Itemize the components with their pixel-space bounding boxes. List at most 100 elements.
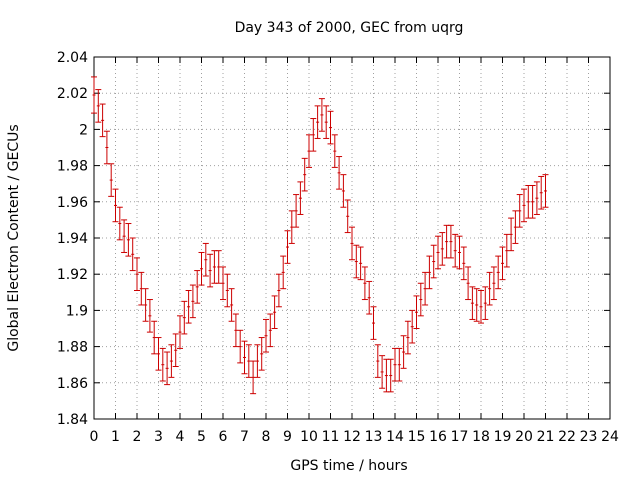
error-bar-point: [164, 351, 171, 386]
y-tick-label: 2.04: [57, 50, 88, 66]
y-tick-label: 1.88: [57, 340, 88, 356]
error-bar-point: [323, 105, 330, 139]
error-bar-point: [396, 347, 403, 382]
error-bar-point: [409, 309, 416, 344]
error-bar-point: [99, 103, 106, 138]
error-bar-point: [478, 289, 484, 324]
y-tick-label: 1.94: [57, 231, 88, 247]
error-bar-point: [142, 288, 149, 322]
error-bar-point: [469, 286, 476, 320]
error-bar-point: [417, 282, 424, 317]
x-tick-label: 20: [515, 429, 533, 445]
x-tick-label: 1: [111, 429, 120, 445]
x-tick-label: 21: [537, 429, 555, 445]
error-bar-point: [413, 295, 420, 329]
error-bar-point: [366, 280, 373, 315]
error-bar-point: [525, 185, 532, 219]
error-bar-point: [108, 163, 115, 197]
y-tick-label: 2.02: [57, 86, 88, 102]
error-bar-point: [155, 337, 162, 371]
error-bar-point: [529, 185, 536, 219]
error-bar-point: [508, 217, 515, 252]
error-bar-point: [194, 270, 201, 304]
error-bar-point: [452, 233, 459, 268]
error-bar-point: [327, 110, 334, 145]
error-bar-point: [538, 175, 545, 210]
error-bar-point: [207, 253, 214, 288]
y-tick-label: 2: [79, 122, 88, 138]
error-bar-point: [151, 320, 158, 355]
error-bar-point: [456, 235, 463, 270]
y-tick-label: 1.92: [57, 267, 88, 283]
error-bar-point: [112, 188, 119, 223]
error-bar-point: [447, 224, 454, 259]
error-bar-point: [215, 250, 222, 284]
x-tick-label: 23: [580, 429, 598, 445]
error-bar-point: [159, 347, 166, 382]
x-tick-label: 15: [408, 429, 426, 445]
error-bar-point: [370, 306, 377, 340]
error-bar-point: [202, 242, 209, 277]
x-tick-label: 14: [386, 429, 404, 445]
error-bar-point: [198, 251, 205, 286]
error-bar-point: [314, 105, 321, 139]
error-bar-point: [361, 266, 368, 301]
error-bar-point: [439, 232, 446, 266]
error-bar-point: [430, 244, 437, 279]
error-bar-point: [374, 344, 381, 378]
error-bar-point: [146, 299, 153, 333]
x-tick-label: 22: [558, 429, 576, 445]
error-bar-point: [284, 230, 291, 264]
error-bar-point: [512, 210, 519, 244]
error-bar-point: [129, 237, 136, 272]
error-bar-point: [138, 271, 145, 306]
error-bar-point: [318, 98, 325, 132]
x-tick-label: 0: [90, 429, 99, 445]
y-tick-label: 1.9: [66, 303, 88, 319]
x-tick-label: 6: [219, 429, 228, 445]
plot-border: [93, 56, 611, 420]
error-bar-point: [499, 246, 506, 281]
x-tick-label: 8: [262, 429, 271, 445]
y-tick-label: 1.96: [57, 195, 88, 211]
error-bar-point: [189, 284, 196, 319]
error-bar-point: [181, 300, 188, 335]
error-bar-point: [297, 181, 304, 215]
error-bar-point: [443, 224, 450, 259]
error-bar-point: [426, 255, 433, 290]
error-bar-point: [121, 219, 128, 253]
error-bar-point: [521, 188, 527, 223]
error-bar-point: [211, 250, 218, 284]
error-bar-point: [306, 134, 312, 168]
x-tick-label: 2: [133, 429, 142, 445]
y-tick-label: 1.98: [57, 159, 88, 175]
y-tick-label: 1.84: [57, 412, 88, 428]
error-bar-point: [185, 289, 192, 324]
error-bar-point: [340, 174, 347, 208]
x-tick-label: 5: [197, 429, 206, 445]
x-tick-label: 18: [472, 429, 490, 445]
error-bar-point: [310, 118, 317, 152]
error-bar-point: [486, 271, 493, 306]
error-bar-point: [237, 329, 244, 364]
error-bar-point: [254, 344, 261, 378]
x-axis-label: GPS time / hours: [290, 458, 407, 474]
error-bar-point: [387, 358, 394, 393]
x-tick-label: 17: [451, 429, 469, 445]
error-bar-point: [224, 273, 231, 308]
x-tick-label: 9: [283, 429, 292, 445]
error-bar-point: [95, 89, 102, 123]
y-tick-label: 1.86: [57, 376, 88, 392]
error-bar-point: [168, 344, 175, 378]
x-tick-label: 7: [240, 429, 249, 445]
x-tick-label: 3: [154, 429, 163, 445]
error-bar-point: [490, 266, 497, 301]
x-tick-label: 12: [343, 429, 361, 445]
x-tick-label: 11: [322, 429, 340, 445]
error-bar-point: [220, 266, 226, 301]
error-bar-point: [103, 130, 110, 165]
error-bar-point: [516, 194, 523, 228]
error-bar-point: [177, 315, 183, 349]
error-bar-point: [460, 246, 467, 281]
